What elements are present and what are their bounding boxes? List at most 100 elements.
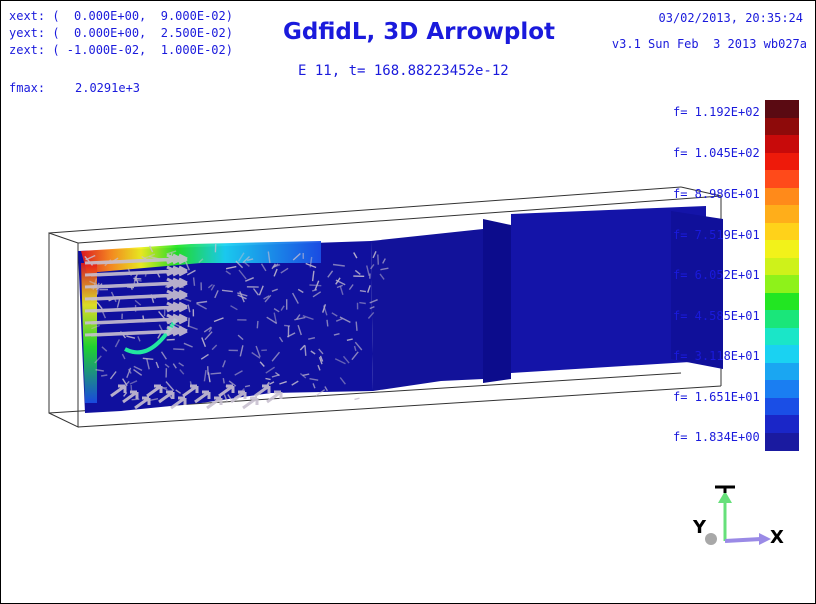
field-arrow (318, 356, 323, 365)
field-arrow (271, 263, 276, 270)
field-arrow (96, 313, 188, 325)
yext-line: yext: ( 0.000E+00, 2.500E-02) (9, 26, 233, 40)
field-arrow (291, 292, 299, 304)
field-arrow (142, 315, 145, 323)
field-arrow (221, 289, 233, 293)
field-arrow (144, 271, 148, 277)
field-arrow (108, 296, 118, 302)
field-arrow (355, 321, 358, 331)
field-arrow (148, 245, 154, 253)
fmax-value: 2.0291e+3 (75, 81, 141, 95)
field-arrow (184, 259, 190, 271)
field-arrow (269, 381, 275, 385)
colorbar-label: f= 1.045E+02 (673, 146, 760, 160)
field-arrow (326, 319, 329, 327)
field-arrow (203, 370, 207, 382)
colorbar-segment (765, 310, 799, 328)
field-arrow (84, 255, 94, 266)
field-arrow (203, 326, 212, 333)
colorbar-label: f= 4.585E+01 (673, 309, 760, 323)
field-arrow (218, 384, 235, 398)
field-arrow (308, 337, 316, 340)
field-arrow (284, 324, 291, 327)
field-arrow (150, 294, 155, 303)
field-arrow (101, 346, 108, 352)
field-arrow (207, 372, 211, 383)
field-arrow (100, 374, 108, 377)
field-arrow (348, 284, 354, 291)
field-arrow (187, 304, 191, 313)
field-arrow (254, 384, 271, 398)
field-arrow (91, 324, 100, 330)
field-arrow (222, 360, 226, 368)
field-arrow (354, 341, 363, 351)
colorbar-segment (765, 292, 799, 311)
orientation-axes (705, 485, 771, 545)
field-arrow (134, 299, 142, 306)
colorbar-label: f= 1.192E+02 (673, 105, 760, 119)
field-arrow (196, 300, 208, 304)
field-arrow (297, 288, 304, 294)
field-arrow (380, 267, 389, 271)
field-arrow (314, 280, 320, 291)
field-arrow (121, 353, 126, 360)
field-arrow (266, 316, 278, 325)
field-arrow (127, 268, 133, 276)
field-arrow (315, 389, 326, 397)
field-arrow (133, 277, 142, 280)
field-arrow (245, 277, 254, 282)
field-arrow (207, 283, 213, 289)
colorbar-segment (765, 100, 799, 118)
field-arrow (370, 263, 375, 270)
field-arrow (237, 292, 248, 297)
field-arrow (302, 315, 314, 321)
field-arrow (104, 259, 112, 267)
field-arrow (312, 288, 318, 292)
field-arrow (294, 316, 306, 321)
field-arrow (142, 357, 154, 360)
field-arrow (135, 277, 139, 285)
field-arrow (204, 331, 213, 341)
field-arrow (367, 311, 375, 319)
field-arrow (247, 258, 254, 261)
field-arrow (335, 279, 346, 286)
colorbar-segment (765, 135, 799, 153)
field-arrow (89, 280, 99, 286)
field-arrow (359, 301, 366, 305)
field-arrow (309, 284, 322, 287)
colorbar-segment (765, 362, 799, 381)
colorbar-segment (765, 345, 799, 363)
field-arrow (146, 384, 163, 398)
field-arrow (242, 255, 250, 264)
field-arrow (242, 396, 259, 410)
field-arrow (228, 380, 237, 387)
field-arrow (155, 361, 160, 369)
field-arrow (237, 334, 244, 341)
colorbar-segment (765, 222, 799, 241)
field-slice-right-front (483, 219, 511, 383)
field-arrow (119, 331, 127, 339)
colorbar-segment (765, 205, 799, 223)
field-arrow (109, 371, 117, 380)
colorbar-segment (765, 257, 799, 276)
field-arrow (334, 358, 346, 365)
field-arrow (110, 384, 127, 398)
box-bottom-front-edge (77, 385, 722, 428)
field-arrow (342, 355, 350, 364)
field-arrow (186, 269, 196, 276)
colorbar-segment (765, 240, 799, 258)
z-axis-label (715, 485, 735, 493)
colorbar-segment (765, 117, 799, 136)
field-arrow (158, 390, 175, 404)
field-arrow (264, 294, 272, 303)
field-arrow (259, 361, 265, 367)
colorbar-label: f= 3.118E+01 (673, 349, 760, 363)
field-arrow (382, 258, 386, 264)
field-arrow (95, 369, 104, 372)
z-axis-arrowhead (718, 491, 732, 503)
xext-line: xext: ( 0.000E+00, 9.000E-02) (9, 9, 233, 23)
field-arrow (336, 284, 343, 289)
field-arrow (353, 252, 358, 259)
x-axis-label: X (770, 527, 784, 548)
field-arrow (286, 332, 296, 338)
